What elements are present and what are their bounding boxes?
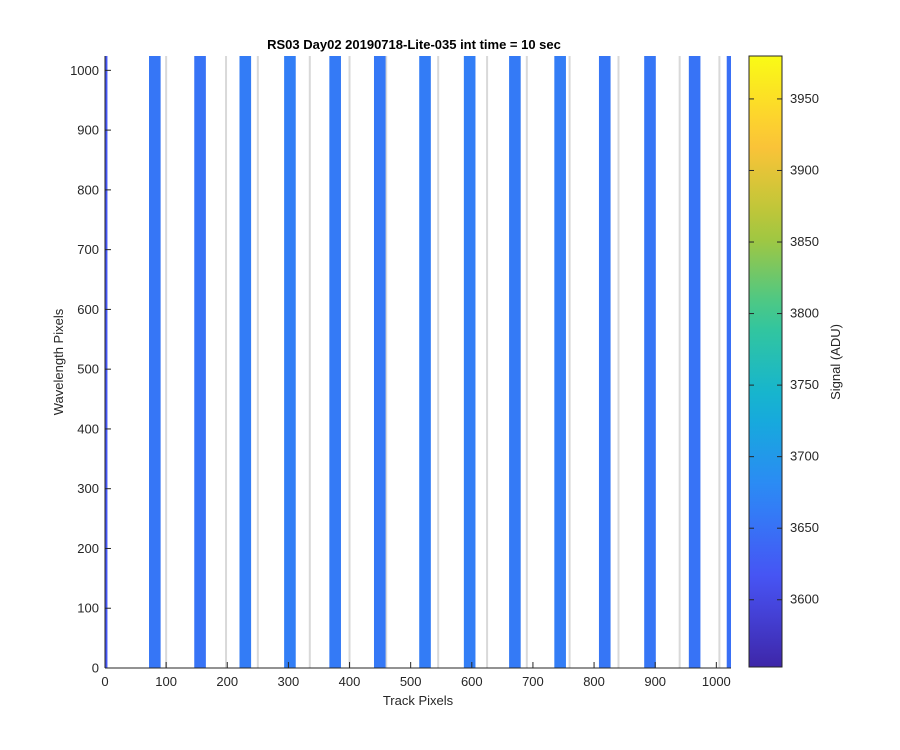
faint-line <box>486 56 489 668</box>
plot-area: 0 100 200 300 400 500 600 700 800 900 1000 0 100 200… <box>70 56 731 689</box>
stripe <box>509 56 521 668</box>
y-tick-label: 400 <box>77 421 99 436</box>
x-tick-label: 700 <box>522 674 544 689</box>
x-tick-label: 800 <box>583 674 605 689</box>
colorbar-tick-label: 3800 <box>790 306 819 321</box>
y-tick-label: 200 <box>77 541 99 556</box>
stripe <box>419 56 431 668</box>
y-tick-label: 1000 <box>70 63 99 78</box>
stripe <box>373 56 386 668</box>
faint-line <box>568 56 571 668</box>
x-tick-label: 0 <box>101 674 108 689</box>
colorbar-tick-label: 3650 <box>790 520 819 535</box>
axes <box>104 56 731 669</box>
colorbar-tick-label: 3600 <box>790 592 819 607</box>
colorbar-gradient <box>748 55 783 668</box>
x-tick-label: 200 <box>216 674 238 689</box>
faint-line <box>225 56 228 668</box>
y-axis-label: Wavelength Pixels <box>51 308 66 415</box>
chart-title: RS03 Day02 20190718-Lite-035 int time = … <box>267 37 561 52</box>
colorbar-tick-label: 3850 <box>790 234 819 249</box>
y-tick-label: 900 <box>77 123 99 138</box>
stripe <box>329 56 341 668</box>
colorbar-tick-label: 3700 <box>790 449 819 464</box>
faint-line <box>617 56 620 668</box>
colorbar-tick-label: 3750 <box>790 377 819 392</box>
x-tick-label: 600 <box>461 674 483 689</box>
y-tick-label: 300 <box>77 481 99 496</box>
stripe <box>688 56 701 668</box>
faint-line <box>165 56 168 668</box>
colorbar-tick-label: 3950 <box>790 91 819 106</box>
stripe <box>239 56 252 668</box>
colorbar-ticks: 3600 3650 3700 3750 3800 3850 3900 3950 <box>749 91 819 607</box>
stripe <box>105 56 108 668</box>
data-stripes <box>105 56 731 668</box>
faint-line <box>525 56 528 668</box>
colorbar-label: Signal (ADU) <box>828 324 843 400</box>
plot-background <box>105 56 731 668</box>
y-tick-label: 0 <box>92 661 99 676</box>
y-tick-label: 500 <box>77 362 99 377</box>
faint-line <box>678 56 681 668</box>
faint-line <box>437 56 440 668</box>
y-tick-label: 700 <box>77 242 99 257</box>
x-tick-label: 500 <box>400 674 422 689</box>
stripe <box>463 56 476 668</box>
faint-line <box>348 56 351 668</box>
y-ticks: 0 100 200 300 400 500 600 700 800 900 1000 <box>70 63 111 676</box>
colorbar-tick-label: 3900 <box>790 162 819 177</box>
x-tick-label: 100 <box>155 674 177 689</box>
y-tick-label: 100 <box>77 601 99 616</box>
stripe <box>554 56 566 668</box>
faint-line <box>308 56 311 668</box>
faint-line <box>718 56 721 668</box>
x-tick-label: 1000 <box>702 674 731 689</box>
faint-line <box>385 56 388 668</box>
stripe <box>284 56 296 668</box>
colorbar: 3600 3650 3700 3750 3800 3850 3900 3950 <box>748 55 819 668</box>
x-tick-label: 400 <box>339 674 361 689</box>
x-ticks: 0 100 200 300 400 500 600 700 800 900 1000 <box>101 662 731 689</box>
stripe <box>149 56 161 668</box>
x-tick-label: 300 <box>278 674 300 689</box>
y-tick-label: 600 <box>77 302 99 317</box>
stripe <box>726 56 731 668</box>
stripe <box>194 56 206 668</box>
x-tick-label: 900 <box>644 674 666 689</box>
stripe <box>644 56 656 668</box>
stripe <box>598 56 611 668</box>
x-axis-label: Track Pixels <box>383 693 454 708</box>
y-tick-label: 800 <box>77 182 99 197</box>
faint-line <box>256 56 259 668</box>
faint-column-lines <box>165 56 721 668</box>
